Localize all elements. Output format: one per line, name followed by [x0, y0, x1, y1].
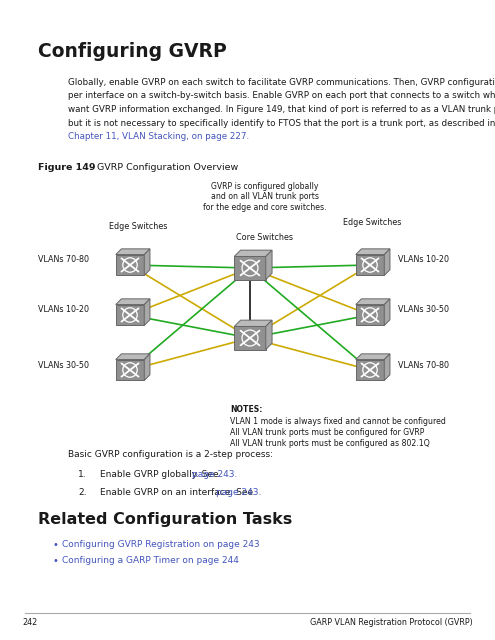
Text: VLANs 70-80: VLANs 70-80 — [398, 360, 449, 369]
Polygon shape — [356, 255, 384, 275]
Polygon shape — [384, 249, 390, 275]
Polygon shape — [356, 305, 384, 326]
Text: Edge Switches: Edge Switches — [343, 218, 401, 227]
Polygon shape — [116, 249, 150, 255]
Text: VLAN 1 mode is always fixed and cannot be configured: VLAN 1 mode is always fixed and cannot b… — [230, 417, 446, 426]
Text: •: • — [52, 540, 58, 550]
Text: page 243.: page 243. — [192, 470, 237, 479]
Polygon shape — [116, 255, 144, 275]
Text: All VLAN trunk ports must be configured as 802.1Q: All VLAN trunk ports must be configured … — [230, 440, 430, 449]
Text: VLANs 70-80: VLANs 70-80 — [38, 255, 89, 264]
Text: 1.: 1. — [78, 470, 87, 479]
Text: GVRP is configured globally
and on all VLAN trunk ports
for the edge and core sw: GVRP is configured globally and on all V… — [203, 182, 327, 212]
Polygon shape — [116, 354, 150, 360]
Text: VLANs 30-50: VLANs 30-50 — [398, 305, 449, 314]
Text: 2.: 2. — [78, 488, 87, 497]
Text: GARP VLAN Registration Protocol (GVRP): GARP VLAN Registration Protocol (GVRP) — [310, 618, 473, 627]
Text: want GVRP information exchanged. In Figure 149, that kind of port is referred to: want GVRP information exchanged. In Figu… — [68, 105, 495, 114]
Polygon shape — [144, 249, 150, 275]
Polygon shape — [356, 360, 384, 380]
Text: per interface on a switch-by-switch basis. Enable GVRP on each port that connect: per interface on a switch-by-switch basi… — [68, 92, 495, 100]
Text: VLANs 10-20: VLANs 10-20 — [38, 305, 89, 314]
Polygon shape — [234, 326, 266, 349]
Polygon shape — [116, 299, 150, 305]
Text: Core Switches: Core Switches — [237, 233, 294, 242]
Polygon shape — [384, 299, 390, 326]
Polygon shape — [234, 257, 266, 280]
Polygon shape — [266, 250, 272, 280]
Polygon shape — [356, 354, 390, 360]
Text: VLANs 10-20: VLANs 10-20 — [398, 255, 449, 264]
Polygon shape — [116, 305, 144, 326]
Polygon shape — [234, 250, 272, 257]
Text: Figure 149: Figure 149 — [38, 163, 96, 172]
Polygon shape — [234, 320, 272, 326]
Text: Enable GVRP globally. See: Enable GVRP globally. See — [100, 470, 221, 479]
Text: Basic GVRP configuration is a 2-step process:: Basic GVRP configuration is a 2-step pro… — [68, 450, 273, 459]
Text: GVRP Configuration Overview: GVRP Configuration Overview — [97, 163, 238, 172]
Text: NOTES:: NOTES: — [230, 405, 262, 414]
Text: Enable GVRP on an interface. See: Enable GVRP on an interface. See — [100, 488, 256, 497]
Text: Chapter 11, VLAN Stacking, on page 227.: Chapter 11, VLAN Stacking, on page 227. — [68, 132, 249, 141]
Polygon shape — [144, 354, 150, 380]
Text: •: • — [52, 556, 58, 566]
Text: 242: 242 — [22, 618, 37, 627]
Text: Configuring a GARP Timer on page 244: Configuring a GARP Timer on page 244 — [62, 556, 239, 565]
Text: Related Configuration Tasks: Related Configuration Tasks — [38, 512, 292, 527]
Polygon shape — [384, 354, 390, 380]
Text: All VLAN trunk ports must be configured for GVRP: All VLAN trunk ports must be configured … — [230, 428, 424, 437]
Text: Configuring GVRP Registration on page 243: Configuring GVRP Registration on page 24… — [62, 540, 259, 549]
Text: Edge Switches: Edge Switches — [109, 222, 167, 231]
Text: page 243.: page 243. — [216, 488, 261, 497]
Polygon shape — [116, 360, 144, 380]
Polygon shape — [356, 299, 390, 305]
Polygon shape — [144, 299, 150, 326]
Text: Globally, enable GVRP on each switch to facilitate GVRP communications. Then, GV: Globally, enable GVRP on each switch to … — [68, 78, 495, 87]
Polygon shape — [266, 320, 272, 349]
Text: Configuring GVRP: Configuring GVRP — [38, 42, 227, 61]
Polygon shape — [356, 249, 390, 255]
Text: but it is not necessary to specifically identify to FTOS that the port is a trun: but it is not necessary to specifically … — [68, 118, 495, 127]
Text: VLANs 30-50: VLANs 30-50 — [38, 360, 89, 369]
